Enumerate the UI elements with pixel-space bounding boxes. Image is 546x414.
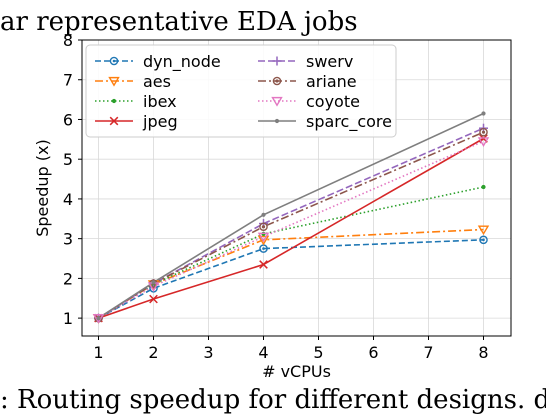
data-point-sparc_core (261, 212, 266, 217)
data-point-coyote (477, 137, 490, 147)
data-point-sparc_core (96, 316, 101, 321)
legend-box (85, 44, 397, 138)
y-axis-label: Speedup (x) (33, 139, 52, 237)
y-tick-label: 4 (63, 190, 73, 209)
series-line-jpeg (98, 137, 484, 319)
caption-top: ar representative EDA jobs (0, 7, 358, 37)
data-point-coyote (257, 232, 270, 243)
data-point-coyote (92, 314, 105, 324)
legend-label-aes: aes (143, 72, 171, 91)
data-point-aes (477, 225, 490, 236)
y-tick-label: 6 (63, 110, 73, 129)
legend-marker-ibex (111, 98, 117, 104)
legend-marker-swerv (272, 56, 282, 66)
legend-label-dyn_node: dyn_node (143, 52, 221, 72)
x-tick-label: 7 (423, 343, 433, 362)
plot-frame (81, 39, 512, 337)
series-line-coyote (98, 140, 484, 319)
legend-label-ibex: ibex (143, 92, 177, 111)
series-lines (98, 112, 484, 319)
y-tick-label: 5 (63, 150, 73, 169)
data-point-sparc_core (151, 280, 156, 285)
x-axis-label: # vCPUs (262, 362, 331, 381)
legend-label-ariane: ariane (306, 72, 357, 91)
series-markers (92, 111, 490, 324)
data-point-sparc_core (481, 111, 486, 116)
legend-marker-jpeg (109, 116, 119, 126)
y-tick-label: 1 (63, 309, 73, 328)
legend-marker-ariane (272, 76, 282, 86)
y-tick-label: 2 (63, 269, 73, 288)
y-tick-label: 3 (63, 230, 73, 249)
y-tick-label: 8 (63, 31, 73, 50)
legend-label-jpeg: jpeg (142, 112, 178, 131)
caption-bottom: : Routing speedup for different designs.… (0, 385, 546, 414)
y-tick-label: 7 (63, 71, 73, 90)
x-tick-label: 2 (148, 343, 158, 362)
x-tick-label: 5 (313, 343, 323, 362)
data-point-dyn_node (479, 235, 488, 245)
series-line-dyn_node (98, 239, 484, 319)
data-point-ibex (481, 184, 486, 190)
series-line-sparc_core (98, 112, 484, 319)
data-point-ariane (259, 222, 268, 232)
legend-label-coyote: coyote (306, 92, 360, 111)
data-point-jpeg (259, 260, 268, 269)
x-tick-label: 4 (258, 343, 268, 362)
legend-marker-coyote (271, 96, 283, 107)
data-point-jpeg (149, 294, 158, 304)
legend-label-sparc_core: sparc_core (306, 112, 392, 132)
x-tick-label: 3 (203, 343, 213, 362)
legend-label-swerv: swerv (306, 52, 353, 71)
data-point-aes (257, 235, 270, 246)
x-tick-label: 8 (478, 343, 488, 362)
axis-ticks: 1 2 3 4 5 6 7 8 1 2 3 4 5 6 7 8 (63, 31, 489, 362)
legend-marker-dyn_node (109, 56, 119, 66)
x-tick-label: 6 (368, 343, 378, 362)
legend-marker-sparc_core (274, 118, 280, 124)
series-line-aes (98, 228, 484, 319)
data-point-ariane (479, 127, 488, 137)
legend-marker-aes (108, 76, 120, 87)
x-tick-label: 1 (93, 343, 103, 362)
